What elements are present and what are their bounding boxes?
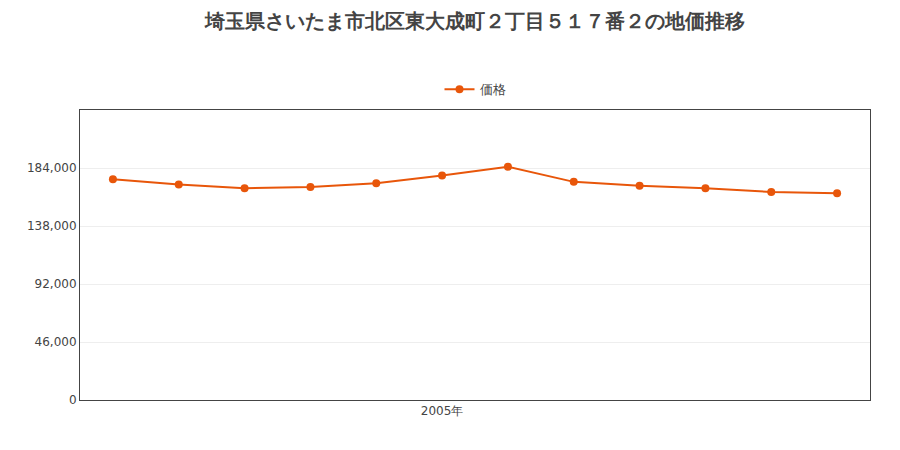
svg-text:価格: 価格 (480, 82, 506, 97)
svg-text:埼玉県さいたま市北区東大成町２丁目５１７番２の地価推移: 埼玉県さいたま市北区東大成町２丁目５１７番２の地価推移 (204, 9, 745, 33)
svg-text:184,000: 184,000 (27, 161, 77, 175)
svg-text:0: 0 (69, 393, 77, 407)
svg-text:2005年: 2005年 (421, 404, 464, 418)
svg-text:138,000: 138,000 (27, 219, 77, 233)
svg-text:46,000: 46,000 (35, 335, 77, 349)
svg-text:92,000: 92,000 (35, 277, 77, 291)
